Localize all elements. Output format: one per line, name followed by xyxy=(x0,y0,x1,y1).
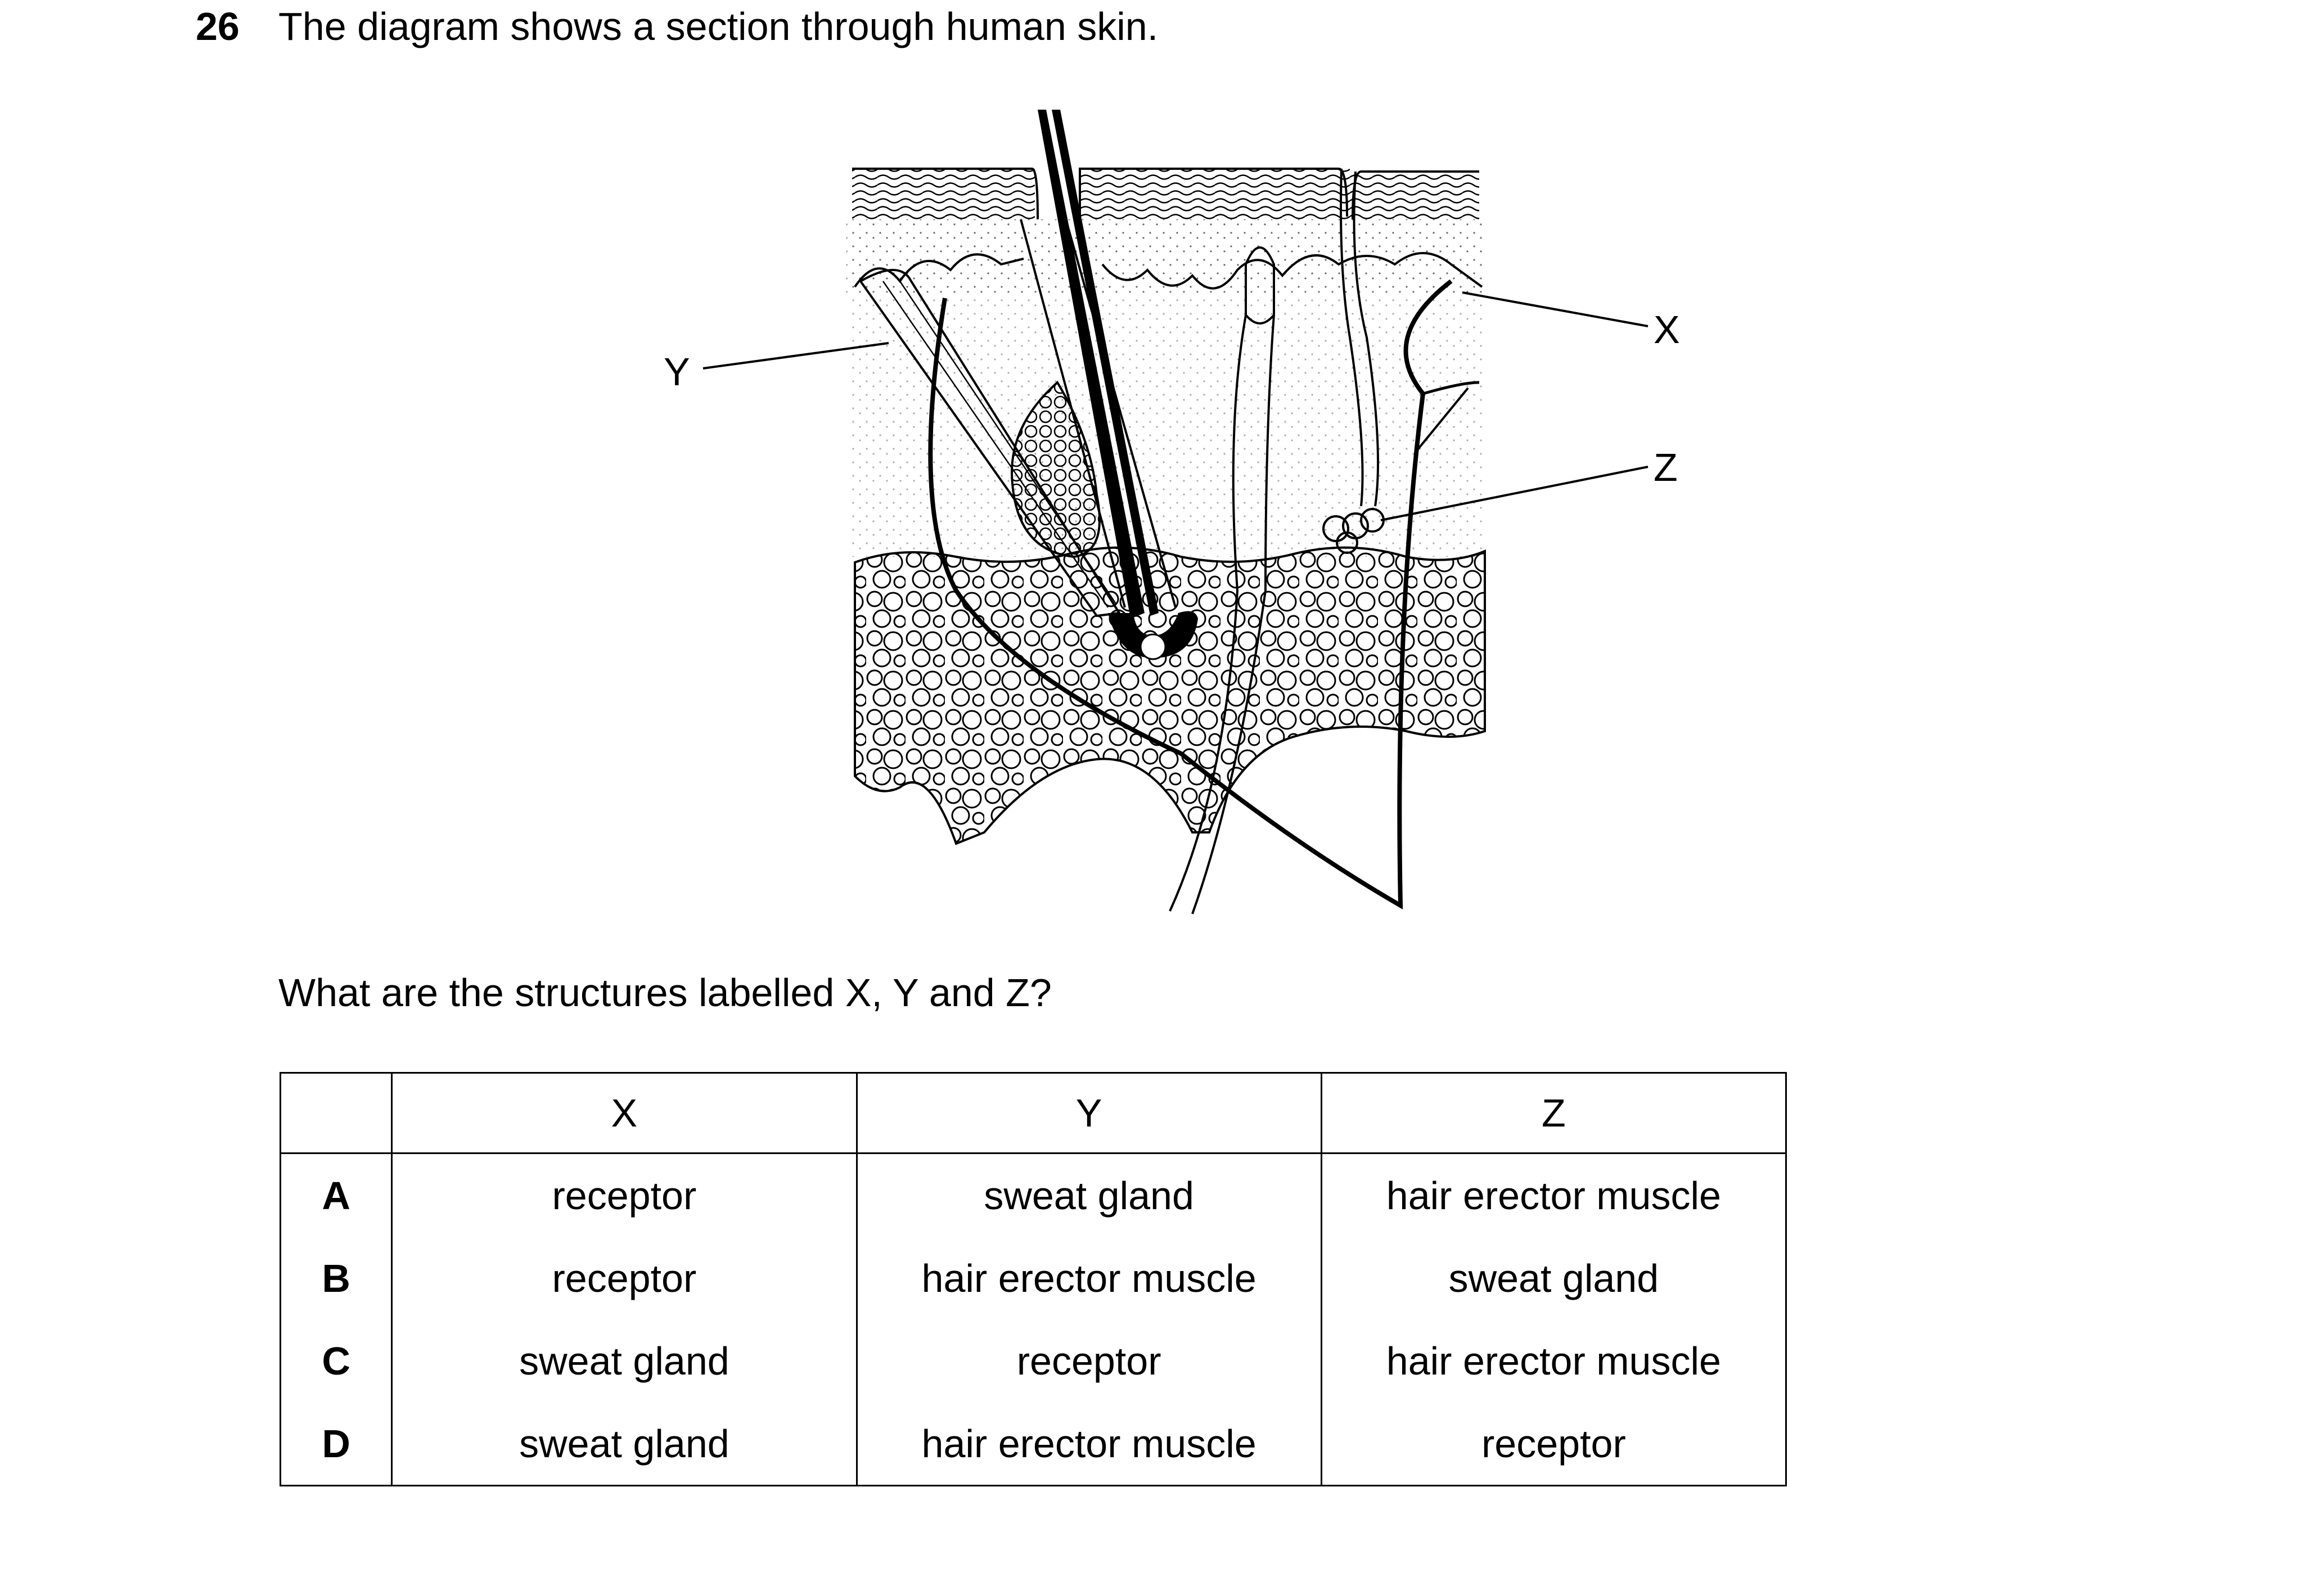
label-line-y xyxy=(702,342,889,370)
header-z: Z xyxy=(1320,1072,1787,1154)
label-line-x xyxy=(1462,291,1649,327)
touch-receptor xyxy=(1245,246,1275,325)
table-row: D sweat gland hair erector muscle recept… xyxy=(279,1402,1787,1486)
option-y: sweat gland xyxy=(855,1153,1322,1237)
option-z: hair erector muscle xyxy=(1320,1319,1787,1402)
sweat-gland xyxy=(1322,168,1385,554)
header-x: X xyxy=(391,1072,858,1154)
option-letter: A xyxy=(279,1153,393,1237)
table-header-row: X Y Z xyxy=(279,1072,1787,1154)
option-x: receptor xyxy=(391,1237,858,1319)
table-row: C sweat gland receptor hair erector musc… xyxy=(279,1319,1787,1402)
table-row: B receptor hair erector muscle sweat gla… xyxy=(279,1237,1787,1319)
option-letter: C xyxy=(279,1319,393,1402)
skin-section-diagram: Y X Z xyxy=(664,110,1680,914)
hair-follicle xyxy=(1020,110,1198,660)
blood-vessels xyxy=(1169,314,1275,914)
fat-layer xyxy=(854,546,1486,845)
label-line-z xyxy=(1380,466,1649,521)
header-blank xyxy=(279,1072,393,1154)
label-z: Z xyxy=(1654,445,1678,489)
option-z: hair erector muscle xyxy=(1320,1153,1787,1237)
option-y: receptor xyxy=(855,1319,1322,1402)
dermis xyxy=(852,292,1482,557)
option-y: hair erector muscle xyxy=(855,1402,1322,1486)
label-y: Y xyxy=(664,350,690,394)
option-letter: D xyxy=(279,1402,393,1486)
question-number: 26 xyxy=(196,4,240,48)
option-x: sweat gland xyxy=(391,1319,858,1402)
option-y: hair erector muscle xyxy=(855,1237,1322,1319)
nerve-fibres xyxy=(928,279,1480,910)
epidermis xyxy=(846,168,1485,292)
table-row: A receptor sweat gland hair erector musc… xyxy=(279,1153,1787,1237)
hair-erector-muscle xyxy=(859,269,1122,618)
option-letter: B xyxy=(279,1237,393,1319)
question-prompt: What are the structures labelled X, Y an… xyxy=(278,971,1052,1015)
header-y: Y xyxy=(855,1072,1322,1154)
question-text: The diagram shows a section through huma… xyxy=(278,4,1159,48)
option-z: receptor xyxy=(1320,1402,1787,1486)
option-x: sweat gland xyxy=(391,1402,858,1486)
option-z: sweat gland xyxy=(1320,1237,1787,1319)
option-x: receptor xyxy=(391,1153,858,1237)
answer-options-table: X Y Z A receptor sweat gland hair erecto… xyxy=(279,1072,1787,1486)
label-x: X xyxy=(1654,308,1680,352)
